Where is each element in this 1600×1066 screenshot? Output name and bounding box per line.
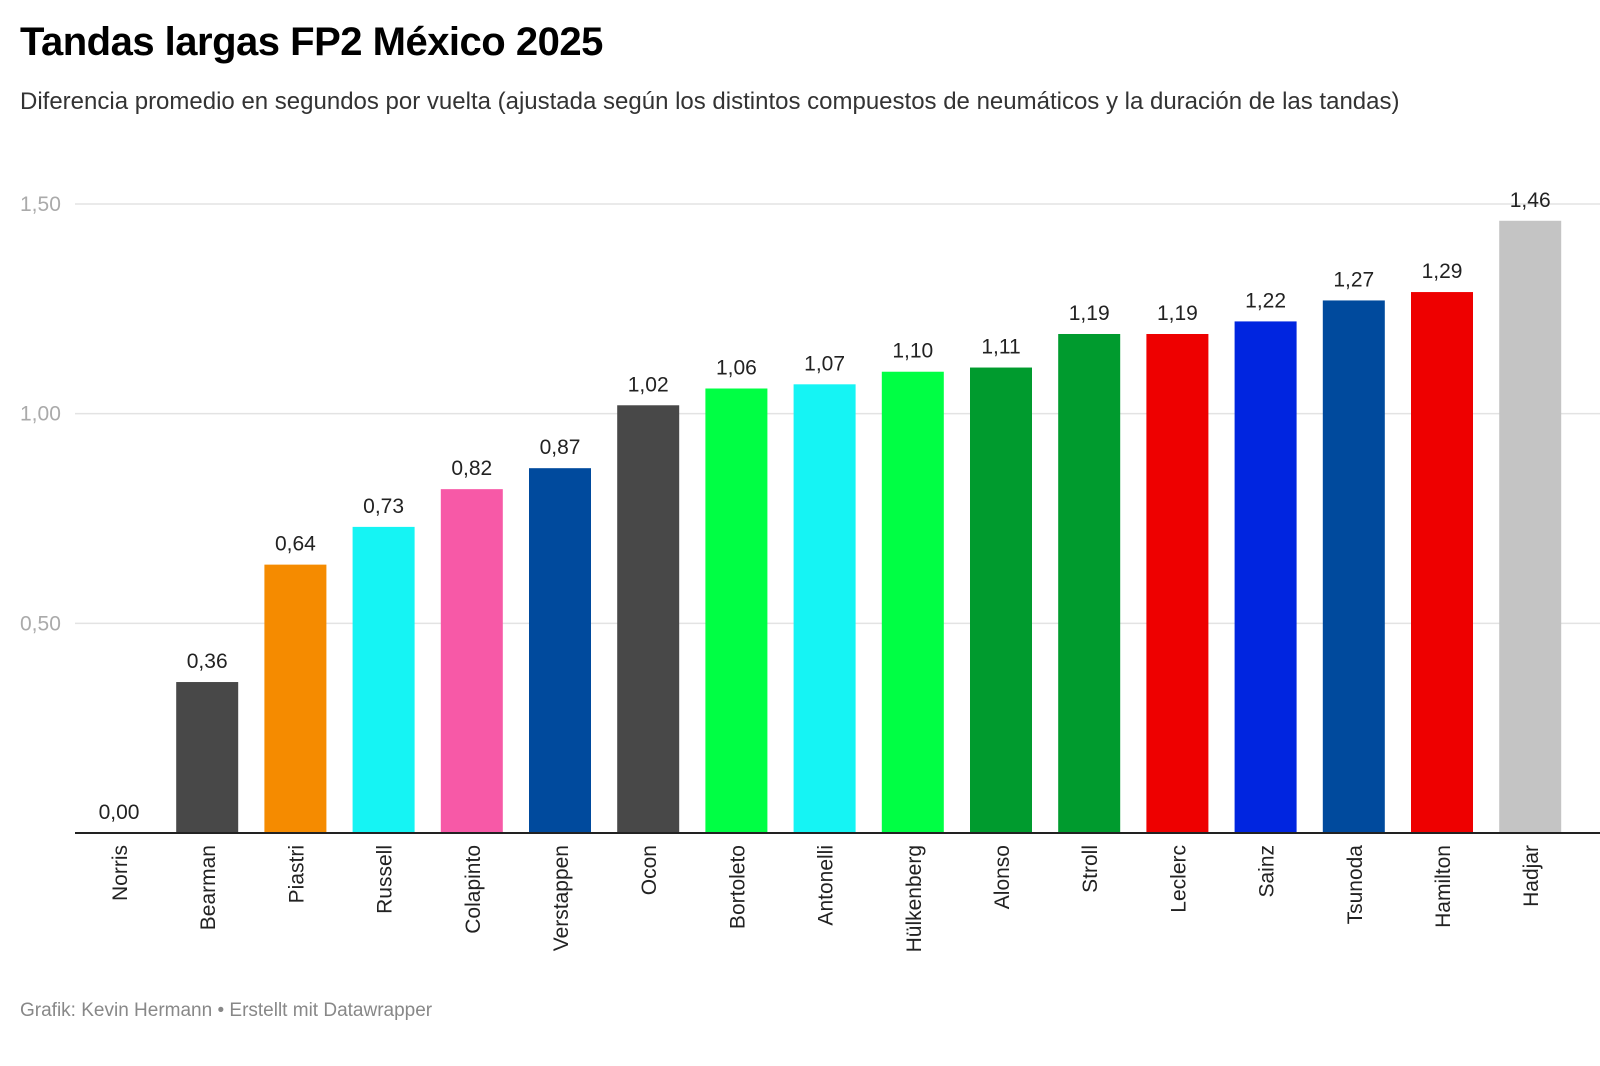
category-label: Colapinto bbox=[462, 845, 485, 934]
value-label: 0,64 bbox=[275, 533, 316, 556]
bar bbox=[1234, 321, 1297, 833]
value-label: 1,29 bbox=[1422, 260, 1463, 283]
value-label: 1,07 bbox=[804, 352, 845, 375]
value-label: 0,82 bbox=[451, 457, 492, 480]
category-label: Hamilton bbox=[1432, 845, 1455, 928]
bar bbox=[1058, 333, 1121, 833]
category-label: Bearman bbox=[197, 845, 220, 930]
bar bbox=[352, 526, 415, 833]
value-label: 1,06 bbox=[716, 357, 757, 380]
value-label: 1,10 bbox=[892, 340, 933, 363]
category-label: Antonelli bbox=[815, 845, 838, 926]
bar bbox=[705, 388, 768, 833]
value-label: 1,46 bbox=[1510, 189, 1551, 212]
chart-title: Tandas largas FP2 México 2025 bbox=[20, 20, 603, 64]
value-label: 0,36 bbox=[187, 650, 228, 673]
category-label: Stroll bbox=[1079, 845, 1102, 893]
bar bbox=[264, 564, 327, 833]
value-label: 1,19 bbox=[1157, 302, 1198, 325]
bar bbox=[970, 367, 1032, 833]
category-label: Piastri bbox=[285, 845, 308, 903]
bar bbox=[881, 371, 944, 833]
chart-credit: Grafik: Kevin Hermann • Erstellt mit Dat… bbox=[20, 1000, 433, 1021]
category-label: Alonso bbox=[991, 845, 1014, 909]
bar bbox=[793, 384, 856, 833]
value-label: 0,73 bbox=[363, 495, 404, 518]
bar bbox=[1411, 292, 1473, 833]
y-tick-label: 1,00 bbox=[20, 403, 61, 426]
y-tick-label: 1,50 bbox=[20, 193, 61, 216]
bar bbox=[529, 468, 591, 833]
bar bbox=[1499, 220, 1562, 834]
value-label: 0,87 bbox=[540, 436, 581, 459]
category-label: Russell bbox=[374, 845, 397, 914]
bar bbox=[617, 405, 680, 833]
value-label: 1,22 bbox=[1245, 289, 1286, 312]
bar bbox=[1322, 300, 1385, 833]
value-label: 1,19 bbox=[1069, 302, 1110, 325]
category-label: Ocon bbox=[638, 845, 661, 895]
value-label: 1,27 bbox=[1333, 268, 1374, 291]
value-label: 1,02 bbox=[628, 373, 669, 396]
category-label: Sainz bbox=[1256, 845, 1279, 898]
category-label: Leclerc bbox=[1167, 845, 1190, 913]
category-label: Verstappen bbox=[550, 845, 573, 951]
y-tick-label: 0,50 bbox=[20, 612, 61, 635]
value-label: 0,00 bbox=[99, 801, 140, 824]
category-label: Tsunoda bbox=[1344, 845, 1367, 925]
bar bbox=[440, 489, 503, 833]
category-label: Hülkenberg bbox=[903, 845, 926, 952]
category-label: Norris bbox=[109, 845, 132, 901]
value-label: 1,11 bbox=[981, 336, 1020, 359]
bar bbox=[1146, 333, 1209, 833]
category-label: Bortoleto bbox=[726, 845, 749, 929]
bar bbox=[176, 682, 239, 833]
category-label: Hadjar bbox=[1520, 845, 1543, 907]
chart-subtitle: Diferencia promedio en segundos por vuel… bbox=[20, 88, 1400, 115]
